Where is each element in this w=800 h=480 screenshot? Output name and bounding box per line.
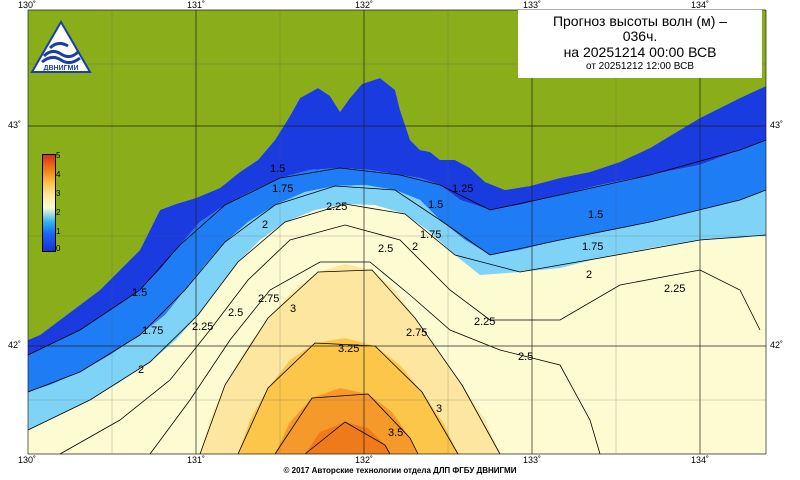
- contour-label: 2.5: [378, 243, 393, 255]
- contour-label: 2.25: [326, 201, 347, 213]
- color-legend: [42, 154, 56, 252]
- legend-label: 3: [56, 189, 61, 198]
- zone-1-1.5m: [28, 140, 766, 392]
- lon-tick-top: 130˚: [18, 0, 37, 10]
- contour-label-group: 1.5 1.5 1.5 1.5 1.75 1.75 1.75 1.75 2 2 …: [132, 163, 685, 439]
- lon-tick-top: 134˚: [691, 0, 710, 10]
- copyright-footer: © 2017 Авторские технологии отдела ДЛП Ф…: [283, 466, 517, 475]
- graticule: [27, 9, 767, 455]
- lon-tick-top: 132˚: [355, 0, 374, 10]
- contour-label: 1.25: [452, 183, 473, 195]
- title-line-2: 036ч.: [622, 28, 658, 44]
- contour-label: 1.75: [272, 183, 293, 195]
- lon-tick-bottom: 131˚: [187, 455, 206, 465]
- contour-label: 2: [138, 364, 144, 376]
- lat-tick-right: 43˚: [770, 120, 784, 130]
- contour-label: 1.75: [582, 241, 603, 253]
- lat-tick-right: 42˚: [770, 340, 784, 350]
- title-line-1: Прогноз высоты волн (м) –: [552, 13, 728, 29]
- lon-tick-top: 131˚: [187, 0, 206, 10]
- lon-tick-top: 133˚: [523, 0, 542, 10]
- zone-3.5-4m: [275, 388, 418, 454]
- contour-label: 2.25: [474, 316, 495, 328]
- contour-label: 2.75: [258, 293, 279, 305]
- minor-graticule: [28, 10, 766, 454]
- legend-label: 0: [56, 244, 61, 253]
- contour-label: 1.5: [588, 209, 603, 221]
- title-line-3: на 20251214 00:00 ВСВ: [563, 44, 717, 60]
- title-box: Прогноз высоты волн (м) – 036ч. на 20251…: [518, 10, 762, 78]
- contour-label: 3.25: [338, 343, 359, 355]
- legend-label: 2: [56, 208, 61, 217]
- contour-label: 3.5: [388, 427, 403, 439]
- lon-tick-bottom: 134˚: [691, 455, 710, 465]
- contour-label: 1.5: [428, 199, 443, 211]
- dvnigmi-logo: ДВНИГМИ: [30, 20, 92, 78]
- zone-4m: [305, 422, 390, 454]
- lon-tick-bottom: 130˚: [18, 455, 37, 465]
- zone-1.5-2m: [28, 185, 766, 430]
- land-mass: [28, 10, 766, 340]
- legend-label: 4: [56, 170, 61, 179]
- contour-label: 2.25: [192, 321, 213, 333]
- legend-label: 1: [56, 227, 61, 236]
- contour-label: 2.75: [406, 327, 427, 339]
- contour-lines: [27, 139, 767, 455]
- contour-label: 1.5: [132, 287, 147, 299]
- contour-label: 1.75: [142, 325, 163, 337]
- lat-tick-left: 42˚: [8, 340, 22, 350]
- contour-label: 1.75: [420, 229, 441, 241]
- contour-label: 2: [262, 219, 268, 231]
- contour-label: 2.5: [228, 307, 243, 319]
- lon-tick-bottom: 132˚: [355, 455, 374, 465]
- contour-label: 2: [586, 269, 592, 281]
- contour-label: 2: [412, 241, 418, 253]
- contour-label: 3: [436, 403, 442, 415]
- contour-label: 1.5: [270, 163, 285, 175]
- lon-tick-bottom: 133˚: [523, 455, 542, 465]
- contour-label: 2.25: [664, 283, 685, 295]
- lat-tick-left: 43˚: [8, 120, 22, 130]
- contour-label: 3: [290, 303, 296, 315]
- zone-0-1m: [28, 78, 766, 355]
- legend-label: 5: [56, 151, 61, 160]
- svg-text:ДВНИГМИ: ДВНИГМИ: [44, 65, 79, 72]
- title-line-4: от 20251212 12:00 ВСВ: [585, 61, 694, 72]
- contour-label: 2.5: [518, 351, 533, 363]
